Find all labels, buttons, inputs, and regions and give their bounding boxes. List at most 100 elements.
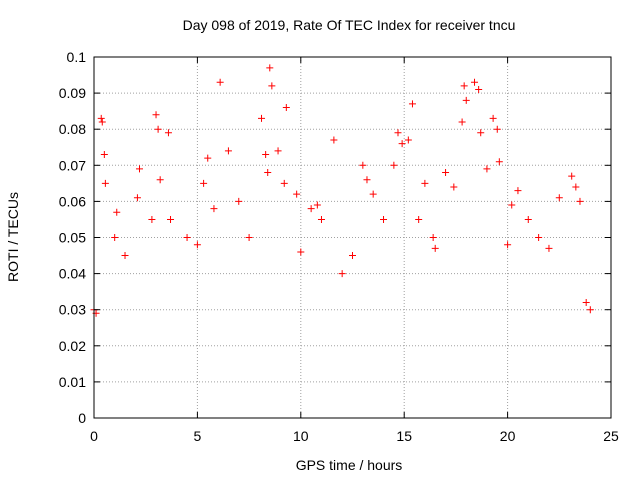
data-point bbox=[258, 114, 266, 122]
data-point bbox=[524, 215, 532, 223]
data-point bbox=[483, 165, 491, 173]
data-point bbox=[200, 179, 208, 187]
data-point bbox=[477, 129, 485, 137]
data-point bbox=[101, 179, 109, 187]
data-point bbox=[113, 208, 121, 216]
data-point bbox=[568, 172, 576, 180]
y-tick-label: 0.08 bbox=[59, 121, 86, 137]
data-point bbox=[317, 215, 325, 223]
data-point bbox=[493, 125, 501, 133]
data-point bbox=[210, 205, 218, 213]
data-point bbox=[266, 64, 274, 72]
data-point bbox=[369, 190, 377, 198]
x-tick-label: 10 bbox=[293, 428, 309, 444]
data-point bbox=[100, 150, 108, 158]
data-point bbox=[235, 197, 243, 205]
data-point bbox=[450, 183, 458, 191]
data-point bbox=[555, 194, 563, 202]
x-axis-label: GPS time / hours bbox=[296, 457, 403, 473]
data-point bbox=[193, 241, 201, 249]
x-tick-label: 5 bbox=[194, 428, 202, 444]
data-point bbox=[264, 169, 272, 177]
data-point bbox=[504, 241, 512, 249]
data-point bbox=[471, 78, 479, 86]
data-point bbox=[462, 96, 470, 104]
data-point bbox=[297, 248, 305, 256]
data-point bbox=[359, 161, 367, 169]
data-point bbox=[429, 234, 437, 241]
data-point bbox=[152, 111, 160, 119]
data-point bbox=[572, 183, 580, 191]
data-point bbox=[111, 234, 119, 241]
data-point bbox=[167, 215, 175, 223]
data-point bbox=[535, 234, 543, 241]
data-point bbox=[274, 147, 282, 155]
data-point bbox=[404, 136, 412, 144]
data-point bbox=[97, 114, 105, 122]
data-point bbox=[380, 215, 388, 223]
data-point bbox=[489, 114, 497, 122]
x-tick-label: 0 bbox=[90, 428, 98, 444]
grid bbox=[94, 57, 611, 418]
data-point bbox=[268, 82, 276, 90]
data-point bbox=[280, 179, 288, 187]
data-point bbox=[330, 136, 338, 144]
x-tick-label: 15 bbox=[396, 428, 412, 444]
data-point bbox=[313, 201, 321, 209]
y-tick-label: 0.1 bbox=[67, 49, 87, 65]
data-point bbox=[133, 194, 141, 202]
data-point bbox=[293, 190, 301, 198]
data-point bbox=[183, 234, 191, 241]
data-point bbox=[154, 125, 162, 133]
data-point bbox=[363, 176, 371, 184]
data-point bbox=[216, 78, 224, 86]
data-point bbox=[156, 176, 164, 184]
data-point bbox=[458, 118, 466, 126]
data-point bbox=[431, 244, 439, 252]
data-point bbox=[586, 306, 594, 314]
data-point bbox=[495, 158, 503, 166]
data-point bbox=[98, 118, 106, 126]
data-point bbox=[307, 205, 315, 213]
data-point bbox=[349, 252, 356, 260]
data-point bbox=[394, 129, 402, 137]
y-tick-label: 0.03 bbox=[59, 302, 86, 318]
data-point bbox=[390, 161, 398, 169]
axis-ticks: 0 0.01 0.02 0.03 0.04 0.05 0.06 0.07 0.08 0.09 0.1… bbox=[59, 49, 619, 444]
data-point bbox=[282, 104, 290, 112]
data-point bbox=[460, 82, 468, 90]
y-tick-label: 0.04 bbox=[59, 266, 86, 282]
data-point bbox=[582, 298, 590, 306]
data-point bbox=[262, 150, 270, 158]
data-point bbox=[442, 169, 450, 177]
data-point bbox=[135, 165, 143, 173]
data-point bbox=[576, 197, 584, 205]
data-point bbox=[508, 201, 516, 209]
y-tick-label: 0.02 bbox=[59, 338, 86, 354]
y-tick-label: 0.06 bbox=[59, 193, 86, 209]
data-point bbox=[398, 140, 406, 148]
data-point bbox=[514, 187, 522, 195]
data-point bbox=[475, 85, 483, 93]
y-tick-label: 0.09 bbox=[59, 85, 86, 101]
y-tick-label: 0.07 bbox=[59, 157, 86, 173]
x-tick-label: 25 bbox=[603, 428, 619, 444]
data-point bbox=[224, 147, 232, 155]
data-point bbox=[148, 215, 156, 223]
data-point bbox=[408, 100, 416, 108]
data-point bbox=[245, 234, 253, 241]
chart-title: Day 098 of 2019, Rate Of TEC Index for r… bbox=[183, 17, 516, 33]
y-tick-label: 0.01 bbox=[59, 374, 86, 390]
y-tick-label: 0 bbox=[78, 410, 86, 426]
y-axis-label: ROTI / TECUs bbox=[5, 192, 21, 282]
data-point bbox=[415, 215, 423, 223]
data-point bbox=[338, 270, 346, 278]
data-points bbox=[90, 64, 594, 317]
y-tick-label: 0.05 bbox=[59, 230, 86, 246]
x-tick-label: 20 bbox=[500, 428, 516, 444]
data-point bbox=[545, 244, 553, 252]
data-point bbox=[421, 179, 429, 187]
data-point bbox=[121, 252, 129, 260]
